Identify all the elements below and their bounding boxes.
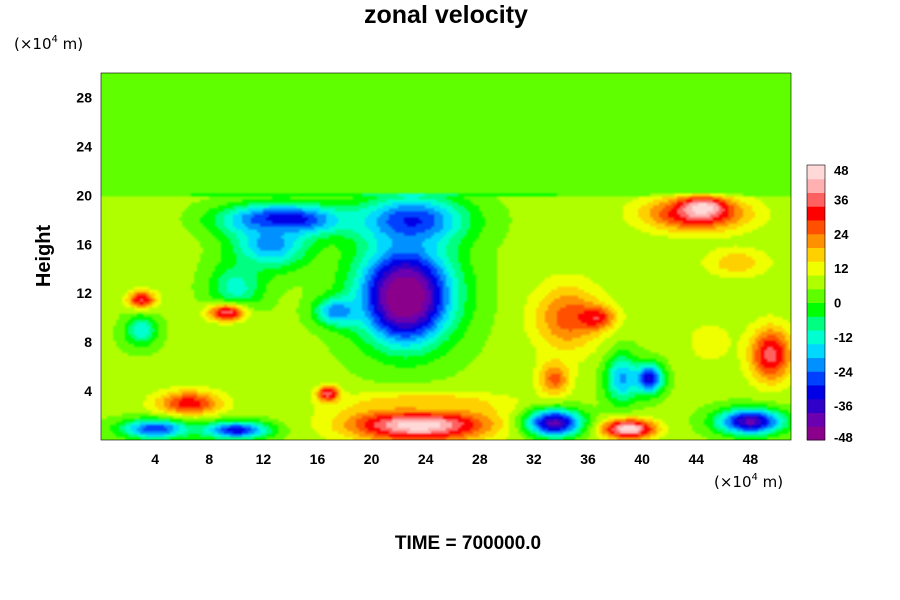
colorbar-segment xyxy=(807,288,825,303)
colorbar-tick-label: 12 xyxy=(834,261,848,276)
y-tick-label: 8 xyxy=(84,334,92,350)
colorbar-segment xyxy=(807,385,825,400)
y-tick-label: 28 xyxy=(76,89,92,105)
colorbar-segment xyxy=(807,357,825,372)
plot-frame xyxy=(100,72,792,441)
colorbar-segment xyxy=(807,206,825,221)
colorbar-tick-label: -48 xyxy=(834,430,853,445)
y-tick-label: 16 xyxy=(76,236,92,252)
colorbar-tick-label: -36 xyxy=(834,399,853,414)
y-axis-label: Height xyxy=(33,225,55,288)
colorbar-tick-label: -24 xyxy=(834,364,854,379)
plot-area xyxy=(100,72,792,441)
x-unit-suffix: m) xyxy=(758,473,783,491)
colorbar-tick-labels: 48 36 24 12 0 -12 -24 -36 -48 xyxy=(834,163,854,445)
x-tick-label: 44 xyxy=(689,451,705,467)
colorbar-segment xyxy=(807,412,825,427)
colorbar-segment xyxy=(807,330,825,345)
heatmap-field xyxy=(101,73,791,440)
y-tick-label: 12 xyxy=(76,285,92,301)
x-tick-labels: 4 8 12 16 20 24 28 32 36 40 44 48 xyxy=(151,451,758,467)
colorbar-tick-label: 36 xyxy=(834,192,848,207)
y-tick-label: 4 xyxy=(84,383,92,399)
colorbar-segment xyxy=(807,275,825,290)
colorbar-segment xyxy=(807,371,825,386)
x-tick-label: 4 xyxy=(151,451,159,467)
y-tick-label: 24 xyxy=(76,138,92,154)
y-tick-label: 20 xyxy=(76,187,92,203)
x-tick-label: 20 xyxy=(364,451,380,467)
y-unit-prefix: (×10 xyxy=(14,35,52,53)
x-tick-label: 28 xyxy=(472,451,488,467)
x-tick-label: 8 xyxy=(205,451,213,467)
x-tick-label: 16 xyxy=(310,451,326,467)
x-tick-label: 48 xyxy=(743,451,759,467)
colorbar-segment xyxy=(807,247,825,262)
colorbar-frame xyxy=(806,164,826,441)
y-tick-labels: 4 8 12 16 20 24 28 xyxy=(76,89,92,399)
colorbar-tick-label: 48 xyxy=(834,163,848,178)
colorbar-segment xyxy=(807,220,825,235)
x-tick-label: 36 xyxy=(580,451,596,467)
colorbar-segment xyxy=(807,343,825,358)
colorbar-segment xyxy=(807,233,825,248)
colorbar-segment xyxy=(807,316,825,331)
chart-title: zonal velocity xyxy=(364,1,528,29)
x-unit-exponent: 4 xyxy=(752,472,758,483)
colorbar-segment xyxy=(807,398,825,413)
x-tick-label: 12 xyxy=(256,451,272,467)
y-axis-unit: (×104 m) xyxy=(14,34,83,53)
colorbar xyxy=(806,164,826,441)
colorbar-tick-label: 0 xyxy=(834,296,841,311)
x-tick-label: 40 xyxy=(634,451,650,467)
colorbar-segment xyxy=(807,192,825,207)
colorbar-segment xyxy=(807,302,825,317)
colorbar-tick-label: -12 xyxy=(834,330,853,345)
x-unit-prefix: (×10 xyxy=(714,473,752,491)
colorbar-segment xyxy=(807,426,825,441)
colorbar-tick-label: 24 xyxy=(834,227,849,242)
x-axis-unit: (×104 m) xyxy=(714,472,783,491)
y-unit-suffix: m) xyxy=(58,35,83,53)
colorbar-segment xyxy=(807,165,825,180)
x-tick-label: 32 xyxy=(526,451,542,467)
time-label: TIME = 700000.0 xyxy=(395,533,541,554)
colorbar-segment xyxy=(807,178,825,193)
x-tick-label: 24 xyxy=(418,451,434,467)
colorbar-segment xyxy=(807,261,825,276)
y-unit-exponent: 4 xyxy=(52,34,58,45)
